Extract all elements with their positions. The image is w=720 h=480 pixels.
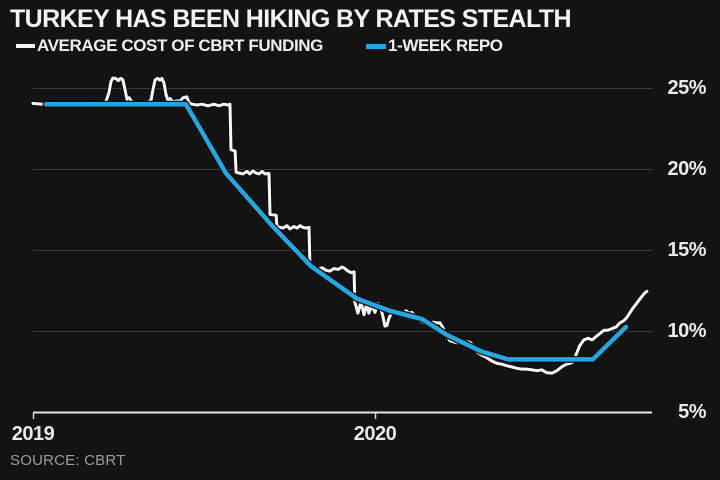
y-axis-label-20: 20%: [667, 158, 706, 180]
source-note: SOURCE: CBRT: [10, 452, 126, 469]
legend-item-1-week-repo: 1-WEEK REPO: [366, 36, 503, 56]
x-axis-label-2019: 2019: [11, 423, 55, 445]
series-line-shadow: [42, 100, 630, 363]
white-line-swatch-icon: [16, 44, 35, 48]
legend-label-avg-cost: AVERAGE COST OF CBRT FUNDING: [37, 36, 323, 55]
legend-item-avg-cost-of-cbrt-funding: AVERAGE COST OF CBRT FUNDING: [16, 36, 323, 56]
y-axis-label-25: 25%: [667, 77, 706, 99]
legend: AVERAGE COST OF CBRT FUNDING 1-WEEK REPO: [0, 36, 720, 56]
series-line-1-week-repo: [43, 101, 629, 362]
y-axis-label-15: 15%: [667, 239, 706, 261]
series-line-avg-cost-of-cbrt-funding: [31, 76, 649, 375]
y-axis-label-5: 5%: [678, 401, 706, 423]
blue-line-swatch-icon: [366, 43, 386, 49]
chart-title: TURKEY HAS BEEN HIKING BY RATES STEALTH: [10, 5, 572, 33]
legend-label-repo: 1-WEEK REPO: [388, 36, 503, 55]
series-line-shadow: [30, 75, 650, 376]
x-axis-label-2020: 2020: [353, 423, 397, 445]
y-axis-label-10: 10%: [667, 320, 706, 342]
